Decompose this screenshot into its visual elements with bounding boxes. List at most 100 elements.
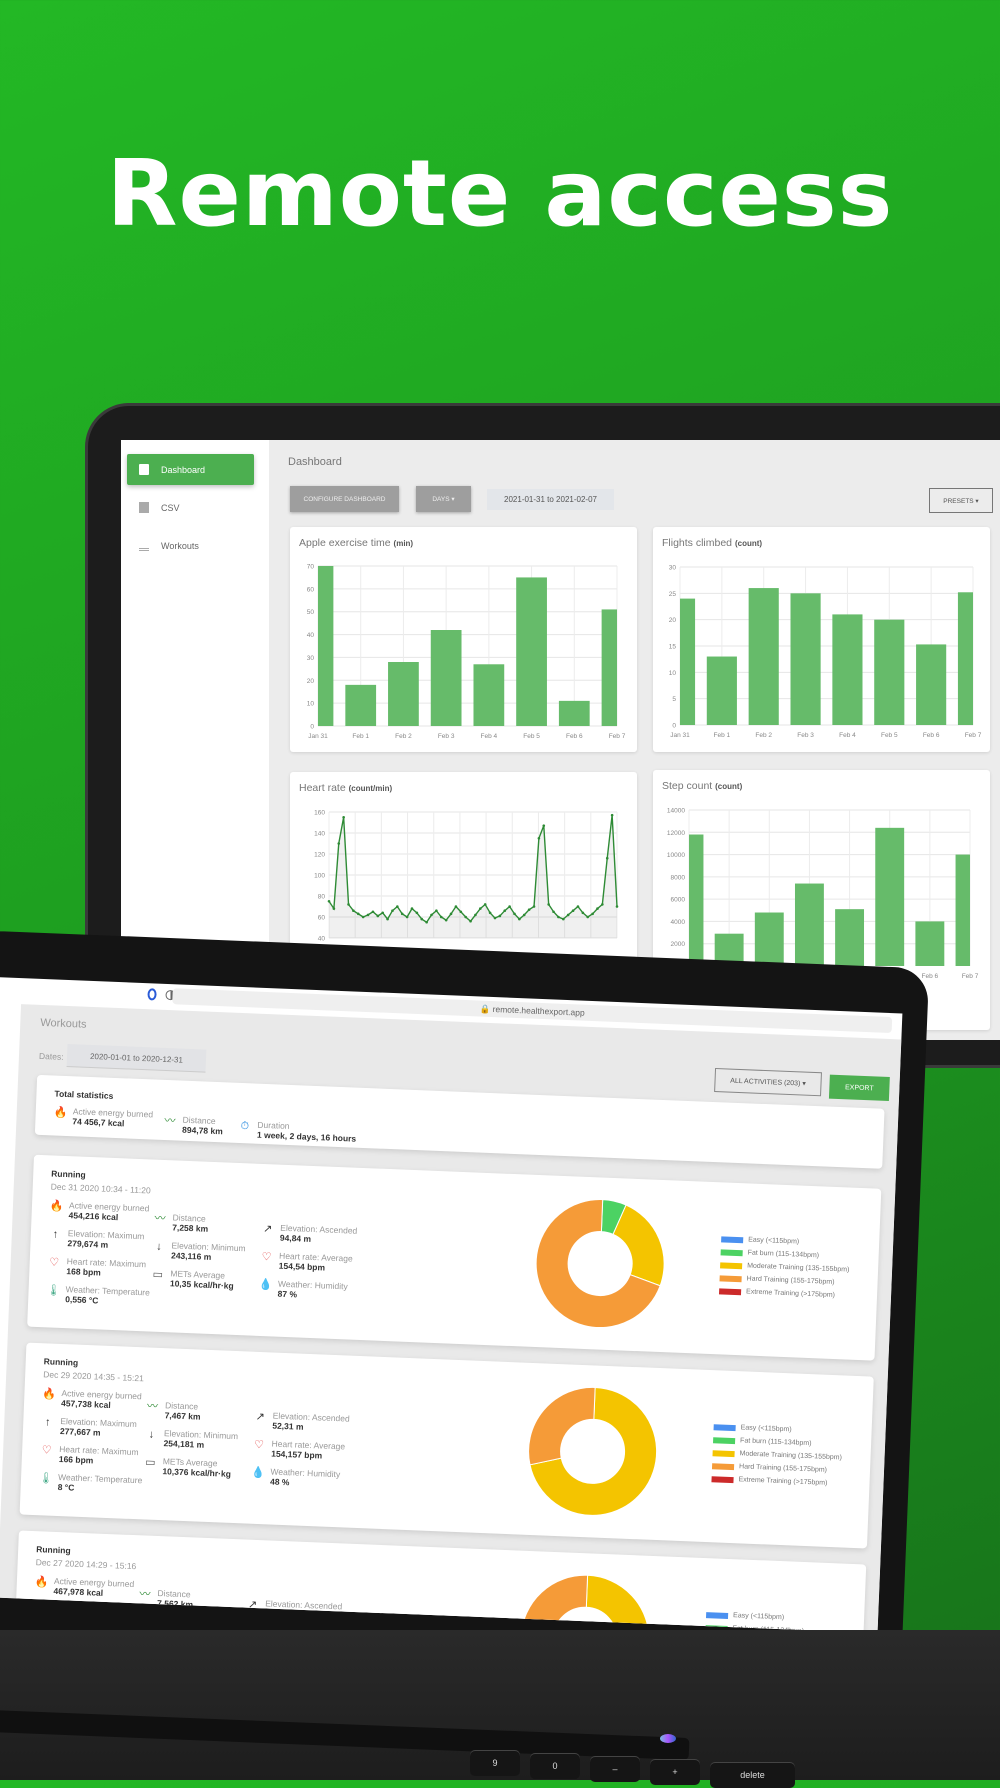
data-point [596, 907, 599, 910]
y-tick-label: 30 [669, 565, 677, 572]
key[interactable]: + [650, 1759, 700, 1785]
stat-value: 10,376 kcal/hr·kg [162, 1466, 232, 1479]
bar [680, 598, 696, 725]
flame-icon: 🔥 [53, 1106, 68, 1120]
dates-input[interactable]: 2020-01-01 to 2020-12-31 [66, 1044, 207, 1073]
legend-label: Moderate Training (135-155bpm) [747, 1262, 850, 1274]
key[interactable]: 0 [530, 1753, 580, 1779]
workout-stat: 🌡 Weather: Temperature 0,556 °C [46, 1283, 150, 1307]
data-point [508, 905, 511, 908]
workout-stat: ▭ METs Average 10,35 kcal/hr·kg [151, 1268, 235, 1291]
data-point [557, 915, 560, 919]
page-title: Dashboard [288, 456, 342, 468]
presets-dropdown[interactable]: PRESETS ▾ [929, 488, 993, 513]
workout-card[interactable]: Running Dec 27 2020 14:29 - 15:16 🔥 Active … [12, 1530, 867, 1633]
chart-title: Heart rate [299, 782, 346, 794]
donut-slice [520, 1574, 589, 1633]
y-tick-label: 160 [314, 810, 325, 817]
legend-swatch [711, 1475, 734, 1483]
chart-unit: (count/min) [348, 784, 393, 793]
data-point [503, 909, 507, 912]
sidebar-item-dashboard[interactable]: Dashboard [127, 454, 254, 485]
legend-label: Easy (<115bpm) [748, 1236, 800, 1246]
data-point [610, 813, 614, 817]
heart-icon: ♡ [261, 1250, 272, 1264]
workout-card[interactable]: Running Dec 31 2020 10:34 - 11:20 🔥 Active … [27, 1154, 882, 1361]
y-tick-label: 8000 [671, 874, 686, 881]
bar [430, 630, 462, 726]
x-tick-label: Jan 31 [308, 733, 328, 740]
legend-label: Easy (<115bpm) [732, 1612, 785, 1622]
activities-dropdown[interactable]: ALL ACTIVITIES (203) ▾ [714, 1068, 822, 1097]
workout-stat: ♡ Heart rate: Maximum 166 bpm [40, 1443, 138, 1467]
bar [601, 609, 617, 726]
data-point [327, 899, 331, 903]
x-tick-label: Jan 31 [670, 732, 690, 739]
data-point [498, 914, 502, 918]
line-area [329, 815, 617, 938]
key[interactable]: – [590, 1756, 640, 1782]
data-point [464, 915, 467, 919]
workout-stat: 🌡 Weather: Temperature 8 °C [39, 1471, 143, 1495]
bar [916, 644, 947, 725]
data-point [439, 915, 443, 919]
workout-stat: 〰 Distance 7,467 km [145, 1399, 201, 1421]
bar [955, 854, 970, 966]
stat-value: 7,258 km [172, 1222, 209, 1234]
stat-value: 894,78 km [181, 1124, 223, 1137]
chart-title: Apple exercise time [299, 537, 391, 549]
arrow-up-icon: ↑ [52, 1228, 59, 1241]
data-point [488, 911, 492, 915]
data-point [449, 912, 453, 916]
x-tick-label: Feb 5 [523, 733, 540, 740]
stat-value [156, 1626, 230, 1629]
workout-card[interactable]: Running Dec 29 2020 14:35 - 15:21 🔥 Active … [19, 1342, 874, 1549]
dates-label: Dates: [38, 1050, 64, 1062]
workout-stat: ♡ Heart rate: Average 154,54 bpm [260, 1250, 352, 1274]
touch-bar[interactable] [0, 1710, 690, 1761]
flights-bar-chart: 0 5 10 15 20 25 30 Jan 31 Feb 1 Feb 2 Feb 3 Feb 4 Fe… [669, 565, 982, 740]
workout-stat: 〰 Distance 7,562 km [138, 1587, 194, 1609]
flame-icon: 🔥 [34, 1576, 49, 1589]
bar [754, 912, 784, 966]
y-tick-label: 40 [307, 632, 315, 639]
droplets-icon: 💧 [258, 1278, 273, 1292]
date-range-input[interactable]: 2021-01-31 to 2021-02-07 [487, 489, 614, 510]
workout-stat: ↓ Elevation: Minimum 254,181 m [144, 1427, 238, 1451]
y-tick-label: 10 [307, 701, 315, 708]
flame-icon: 🔥 [42, 1388, 57, 1401]
bar [915, 921, 945, 966]
y-tick-label: 80 [318, 894, 326, 901]
delete-key[interactable]: delete [710, 1762, 795, 1788]
bar [790, 593, 821, 725]
data-point [571, 909, 575, 912]
x-tick-label: Feb 5 [881, 732, 898, 739]
droplets-icon: 💧 [251, 1466, 266, 1480]
key[interactable]: 9 [470, 1750, 520, 1776]
y-tick-label: 60 [318, 915, 326, 922]
sidebar-item-csv[interactable]: CSV [127, 492, 254, 523]
export-button[interactable]: EXPORT [828, 1074, 890, 1102]
sidebar-item-workouts[interactable]: Workouts [127, 530, 254, 561]
configure-dashboard-button[interactable]: CONFIGURE DASHBOARD [290, 486, 399, 512]
siri-icon[interactable] [660, 1734, 676, 1743]
workout-stat: 〰 Distance 7,258 km [153, 1212, 209, 1234]
workout-stat: ↗ Elevation: Ascended 83,05 m [246, 1598, 343, 1622]
data-point [547, 903, 550, 906]
data-point [576, 905, 580, 908]
y-tick-label: 20 [307, 678, 315, 685]
data-point [527, 908, 531, 911]
days-dropdown[interactable]: DAYS ▾ [416, 486, 471, 512]
heart-zone-donut [520, 1574, 650, 1633]
data-point [435, 909, 438, 912]
data-point [537, 836, 541, 840]
y-tick-label: 40 [318, 936, 326, 943]
sidebar-item-label: Dashboard [161, 464, 206, 475]
arrow-diagonal-icon: ↗ [262, 1223, 273, 1236]
data-point [352, 909, 355, 912]
trend-icon: 〰 [139, 1588, 151, 1601]
data-point [415, 911, 419, 915]
data-point [337, 842, 341, 845]
workouts-main: Workouts Dates: 2020-01-01 to 2020-12-31… [0, 1004, 902, 1633]
arrow-up-icon: ↑ [37, 1604, 44, 1617]
